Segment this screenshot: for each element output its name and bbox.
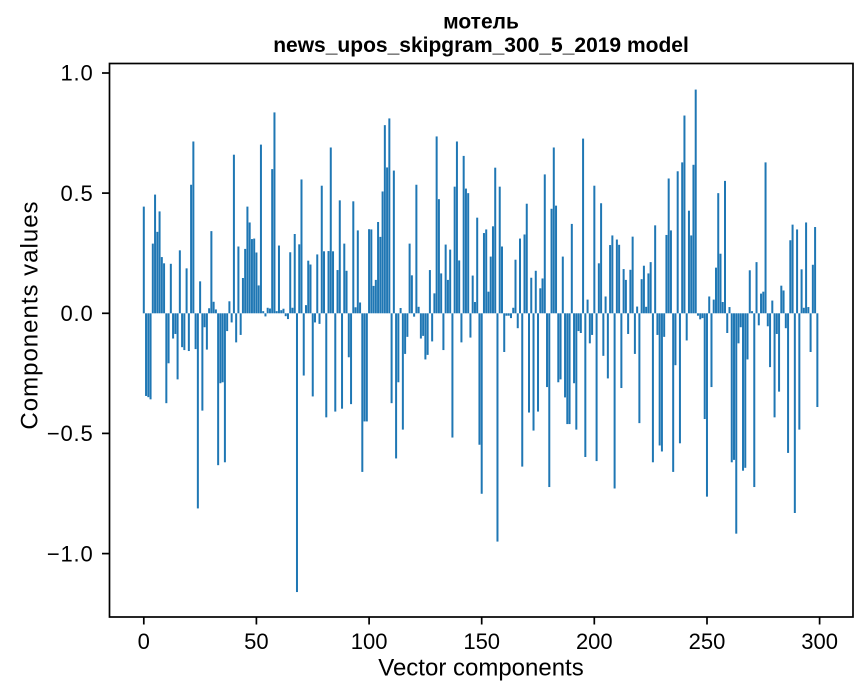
svg-text:100: 100 [351, 629, 388, 654]
svg-text:0: 0 [138, 629, 150, 654]
svg-text:300: 300 [801, 629, 838, 654]
svg-text:200: 200 [576, 629, 613, 654]
svg-text:50: 50 [244, 629, 268, 654]
svg-text:0.0: 0.0 [61, 301, 94, 326]
svg-text:Vector components: Vector components [378, 655, 583, 682]
svg-text:0.5: 0.5 [61, 181, 94, 206]
svg-text:−0.5: −0.5 [47, 421, 94, 446]
svg-text:news_upos_skipgram_300_5_2019: news_upos_skipgram_300_5_2019 model [273, 34, 689, 57]
svg-text:−1.0: −1.0 [47, 541, 94, 566]
svg-text:250: 250 [689, 629, 726, 654]
svg-text:мотель: мотель [443, 11, 519, 34]
svg-text:150: 150 [463, 629, 500, 654]
svg-text:Components values: Components values [17, 200, 44, 429]
svg-text:1.0: 1.0 [61, 61, 94, 86]
